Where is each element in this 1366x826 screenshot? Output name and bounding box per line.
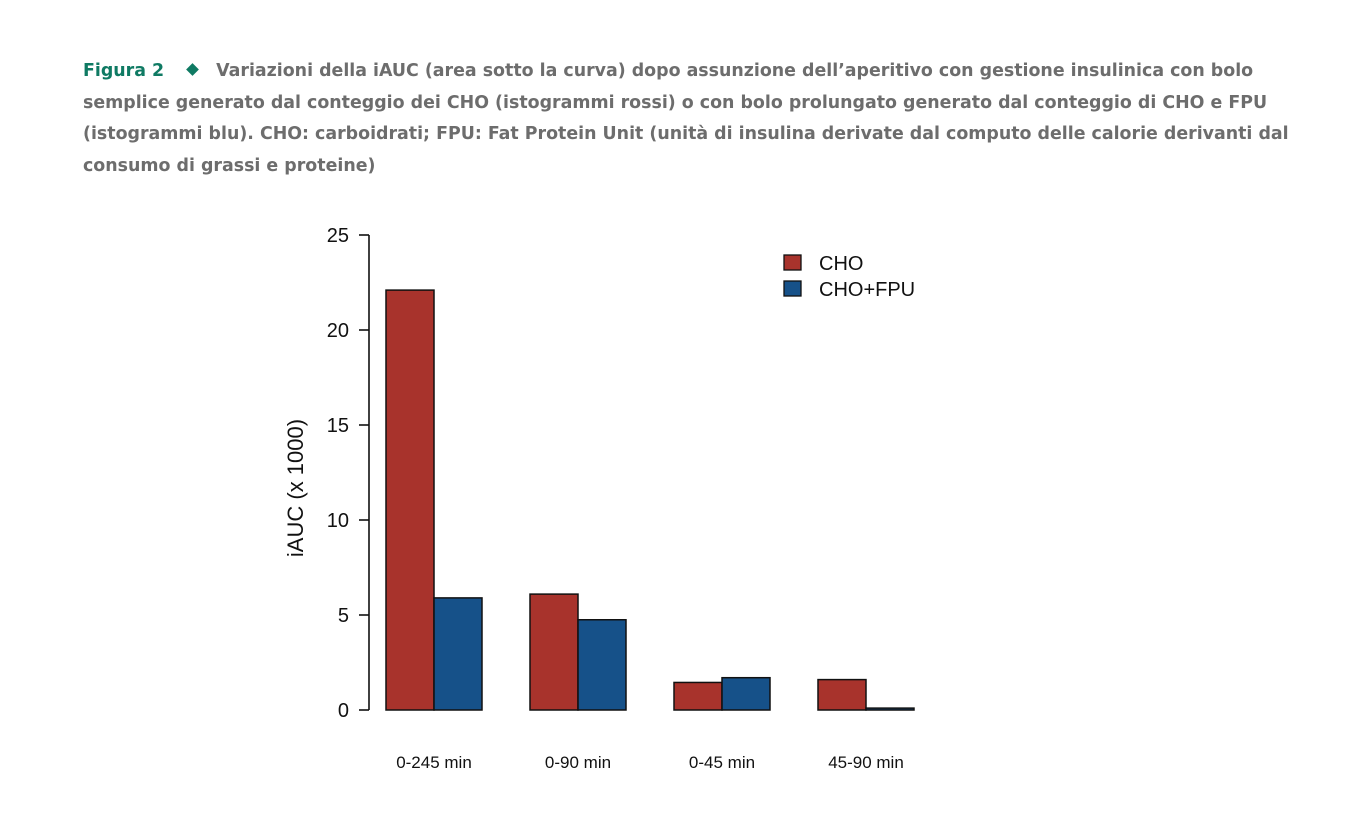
bar-cho-fpu-0 bbox=[433, 597, 483, 711]
y-tick-label: 10 bbox=[327, 510, 349, 532]
y-tick-label: 5 bbox=[338, 605, 349, 627]
y-axis-label: iAUC (x 1000) bbox=[283, 419, 308, 557]
caption-text: Variazioni della iAUC (area sotto la cur… bbox=[83, 61, 1289, 176]
y-tick-label: 15 bbox=[327, 415, 349, 437]
y-axis: 0 5 10 15 20 25 bbox=[327, 225, 370, 722]
bar-cho-2 bbox=[673, 681, 723, 711]
bar-cho-1 bbox=[529, 593, 579, 711]
legend: CHO CHO+FPU bbox=[783, 253, 915, 301]
x-tick-label: 0-45 min bbox=[689, 753, 755, 772]
figure-label: Figura 2 bbox=[83, 61, 165, 81]
x-axis-labels: 0-245 min 0-90 min 0-45 min 45-90 min bbox=[396, 753, 904, 772]
y-tick-label: 25 bbox=[327, 225, 349, 247]
figure-caption: Figura 2 Variazioni della iAUC (area sott… bbox=[83, 56, 1298, 182]
x-tick-label: 45-90 min bbox=[828, 753, 904, 772]
legend-swatch bbox=[783, 254, 802, 271]
bars bbox=[385, 289, 915, 711]
x-tick-label: 0-90 min bbox=[545, 753, 611, 772]
bar-cho-fpu-1 bbox=[577, 619, 627, 711]
y-tick-label: 20 bbox=[327, 320, 349, 342]
y-tick-label: 0 bbox=[338, 700, 349, 722]
legend-label: CHO bbox=[819, 253, 863, 275]
bar-cho-fpu-3 bbox=[865, 707, 915, 711]
bar-cho-3 bbox=[817, 678, 867, 711]
legend-swatch bbox=[783, 280, 802, 297]
bar-cho-0 bbox=[385, 289, 435, 711]
legend-label: CHO+FPU bbox=[819, 279, 915, 301]
x-tick-label: 0-245 min bbox=[396, 753, 472, 772]
bar-cho-fpu-2 bbox=[721, 676, 771, 711]
